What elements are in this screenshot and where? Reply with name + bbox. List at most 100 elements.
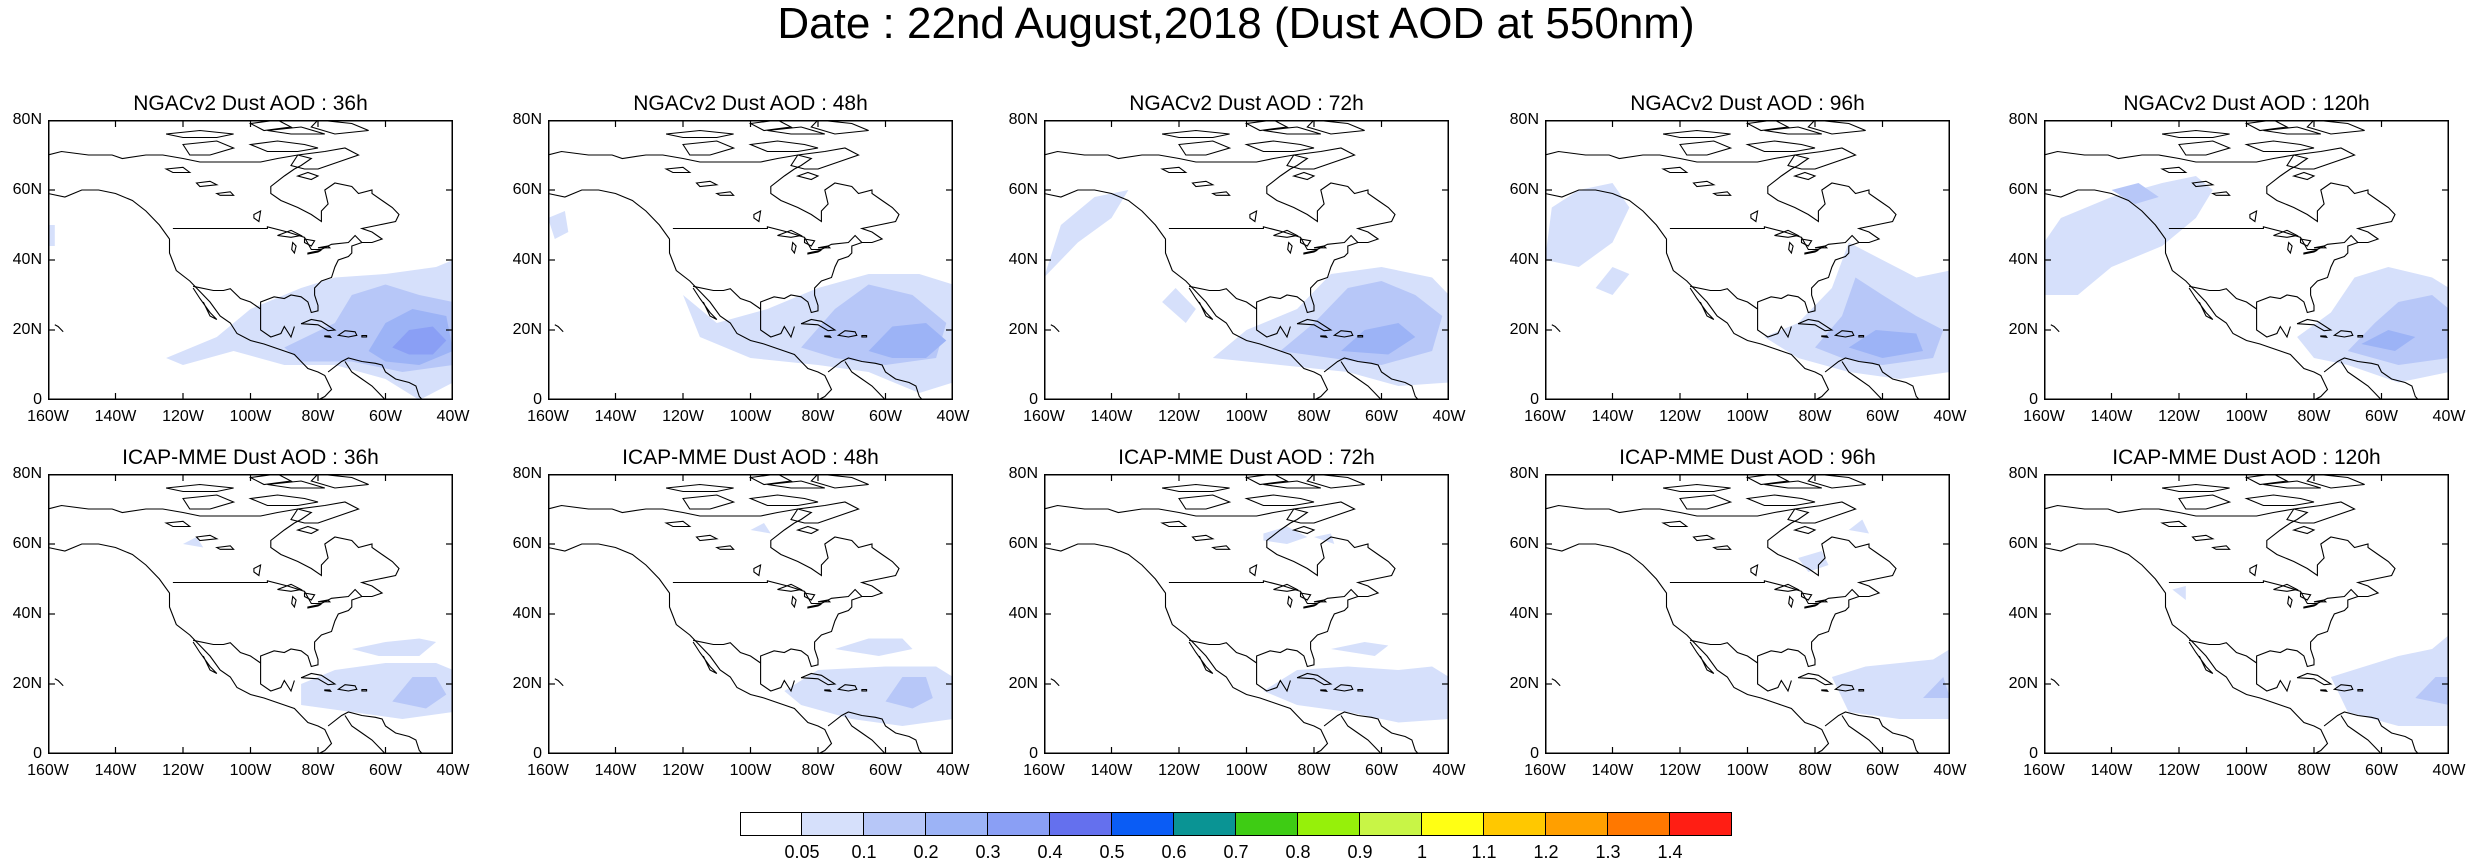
island-outline	[1244, 494, 1315, 507]
colorbar-label: 0.6	[1161, 842, 1187, 862]
lake-outline	[1800, 238, 1813, 247]
lake-outline	[1712, 191, 1732, 196]
map-panel: NGACv2 Dust AOD : 36h 80N 60N 40N 20N 0 160W 14…	[0, 92, 470, 472]
lake-outline	[1211, 191, 1231, 196]
dust-aod-shading	[1162, 288, 1196, 323]
dust-aod-shading	[1330, 642, 1389, 656]
lon-tick-label: 60W	[369, 762, 402, 779]
island-outline	[836, 330, 858, 338]
island-outline	[1291, 171, 1316, 181]
lake-outline	[1287, 595, 1293, 609]
panel-title: ICAP-MME Dust AOD : 96h	[1619, 446, 1876, 469]
country-border	[2168, 580, 2359, 605]
lake-outline	[2211, 191, 2231, 196]
lon-tick-label: 120W	[662, 762, 704, 779]
coastline	[1689, 287, 1715, 320]
lat-tick-label: 60N	[2008, 181, 2038, 198]
lake-outline	[777, 583, 803, 592]
lat-tick-label: 0	[2029, 391, 2038, 408]
lake-outline	[291, 241, 297, 255]
lon-tick-label: 120W	[1158, 762, 1200, 779]
lon-tick-label: 140W	[2090, 408, 2133, 425]
island-outline	[1306, 474, 1365, 489]
lake-outline	[2249, 210, 2258, 223]
lon-tick-label: 140W	[2090, 762, 2133, 779]
island-outline	[1357, 335, 1364, 338]
lat-tick-label: 80N	[512, 465, 542, 482]
lon-tick-label: 100W	[229, 408, 272, 425]
lake-outline	[2287, 241, 2293, 255]
lon-tick-label: 60W	[2365, 408, 2398, 425]
dust-aod-shading	[2415, 677, 2449, 705]
island-outline	[1807, 474, 1866, 489]
lon-tick-label: 140W	[1591, 762, 1634, 779]
lake-outline	[1191, 534, 1215, 542]
island-outline	[790, 501, 860, 524]
island-outline	[861, 689, 868, 692]
island-outline	[2332, 684, 2354, 692]
lake-outline	[807, 249, 822, 255]
island-outline	[1787, 501, 1857, 524]
colorbar-swatch	[1174, 812, 1236, 836]
map-area	[2044, 474, 2449, 754]
island-outline	[2263, 126, 2321, 135]
lon-tick-label: 40W	[1933, 762, 1967, 779]
lat-tick-label: 80N	[1509, 111, 1539, 128]
coastline	[1689, 641, 1715, 674]
lake-outline	[307, 249, 322, 255]
lake-outline	[291, 595, 297, 609]
lon-tick-label: 80W	[1297, 408, 1331, 425]
lat-tick-label: 80N	[1509, 465, 1539, 482]
coastline	[827, 357, 924, 400]
island-outline	[2320, 689, 2328, 692]
lake-outline	[253, 210, 262, 223]
lake-outline	[1804, 603, 1819, 609]
lake-outline	[1299, 238, 1312, 247]
colorbar-label: 0.9	[1347, 842, 1373, 862]
island-outline	[165, 129, 234, 139]
lake-outline	[817, 245, 832, 249]
lake-outline	[1160, 166, 1188, 174]
dust-aod-shading	[1263, 526, 1308, 544]
panel-title: ICAP-MME Dust AOD : 120h	[2112, 446, 2381, 469]
coastline	[1545, 504, 1897, 693]
island-outline	[767, 480, 825, 489]
colorbar-swatch	[1360, 812, 1422, 836]
lon-tick-label: 140W	[594, 762, 637, 779]
map-panel: ICAP-MME Dust AOD : 36h 80N 60N 40N 20N 0 160W…	[0, 446, 470, 826]
lake-outline	[1191, 180, 1215, 188]
lon-tick-label: 160W	[1524, 762, 1566, 779]
lon-tick-label: 80W	[2297, 408, 2331, 425]
island-outline	[1296, 672, 1333, 686]
country-border	[2188, 285, 2257, 310]
island-outline	[182, 140, 236, 156]
lon-tick-label: 120W	[662, 408, 704, 425]
lon-tick-label: 80W	[301, 762, 335, 779]
lat-tick-label: 20N	[2008, 321, 2038, 338]
lake-outline	[2287, 595, 2293, 609]
dust-aod-shading	[2330, 635, 2449, 726]
island-outline	[1797, 672, 1834, 686]
colorbar-swatch	[1546, 812, 1608, 836]
lake-outline	[277, 229, 303, 238]
lake-outline	[1661, 520, 1689, 528]
lat-tick-label: 60N	[1509, 535, 1539, 552]
lat-tick-label: 20N	[12, 675, 42, 692]
lat-tick-label: 20N	[1509, 675, 1539, 692]
island-outline	[1357, 689, 1364, 692]
island-outline	[1764, 126, 1822, 135]
country-border	[1669, 580, 1860, 605]
island-outline	[767, 126, 825, 135]
island-outline	[1286, 147, 1356, 170]
lake-outline	[2160, 166, 2188, 174]
lon-tick-label: 100W	[1225, 762, 1268, 779]
lat-tick-label: 0	[1029, 745, 1038, 762]
country-border	[1340, 361, 1382, 400]
island-outline	[1263, 480, 1321, 489]
lon-tick-label: 140W	[94, 408, 137, 425]
lake-outline	[303, 238, 316, 247]
island-outline	[1792, 171, 1817, 181]
island-outline	[336, 330, 358, 338]
coastline	[1044, 504, 1396, 693]
lon-tick-label: 40W	[1432, 762, 1466, 779]
